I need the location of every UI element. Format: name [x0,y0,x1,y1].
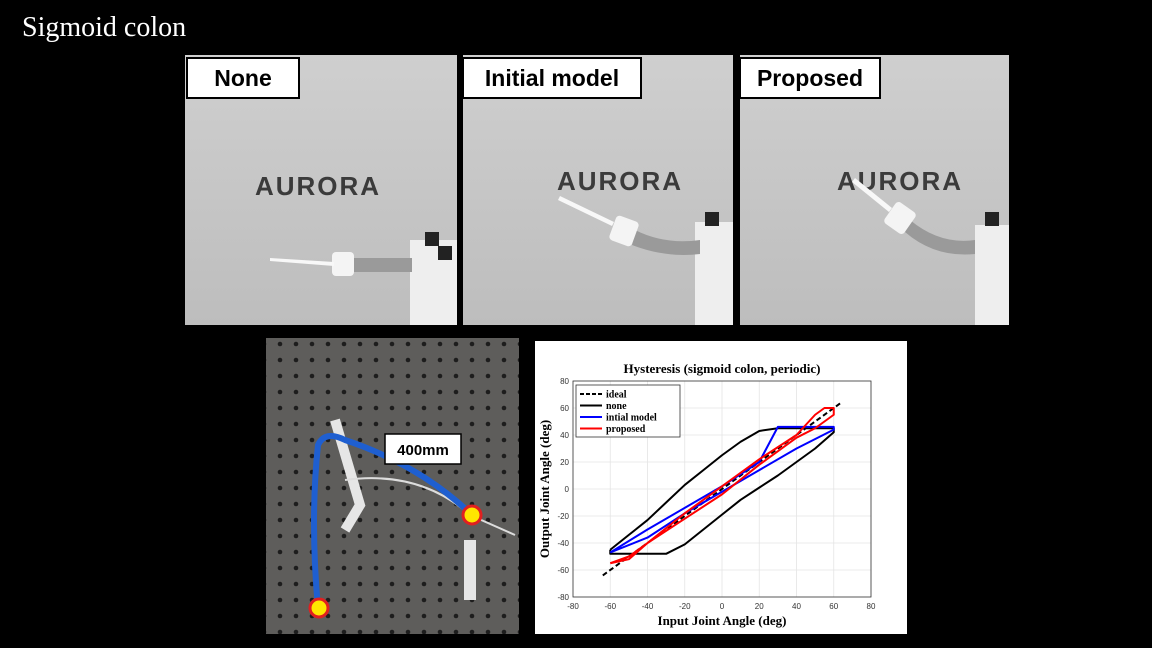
x-tick-label: 40 [792,602,801,611]
panel-label: Proposed [757,65,863,91]
x-tick-label: 20 [755,602,764,611]
x-tick-label: -60 [604,602,616,611]
logo: AURORA [557,166,683,196]
x-tick-label: 80 [867,602,876,611]
y-tick-label: -80 [557,593,569,602]
y-tick-label: 60 [560,404,569,413]
x-tick-label: -40 [642,602,654,611]
x-axis-label: Input Joint Angle (deg) [658,613,787,628]
legend-label: ideal [606,390,627,401]
setup-photo: 400mm [266,338,519,634]
panel-label: None [214,65,272,91]
y-tick-label: -40 [557,539,569,548]
y-tick-label: -20 [557,512,569,521]
chart-title: Hysteresis (sigmoid colon, periodic) [624,361,821,376]
series-line [609,407,835,565]
y-tick-label: 0 [565,485,570,494]
photo-panel: AURORA Initial model [462,55,733,325]
length-label: 400mm [397,442,449,459]
x-tick-label: -80 [567,602,579,611]
y-tick-label: -60 [557,566,569,575]
y-axis-label: Output Joint Angle (deg) [537,420,552,558]
y-tick-label: 20 [560,458,569,467]
series-line [609,427,835,555]
y-tick-label: 40 [560,431,569,440]
slide-title: Sigmoid colon [22,12,186,43]
legend-label: intial model [606,413,657,424]
legend-label: none [606,401,627,412]
panel-label: Initial model [485,65,619,91]
photo-panel: AURORA None [185,55,457,325]
plot-frame [572,380,872,598]
logo: AURORA [255,171,381,201]
y-tick-label: 80 [560,377,569,386]
chart: Hysteresis (sigmoid colon, periodic) Inp… [535,341,907,634]
x-tick-label: 60 [829,602,838,611]
legend-label: proposed [606,424,646,435]
x-tick-label: -20 [679,602,691,611]
x-tick-label: 0 [720,602,725,611]
photo-panel: AURORA Proposed [739,55,1009,325]
